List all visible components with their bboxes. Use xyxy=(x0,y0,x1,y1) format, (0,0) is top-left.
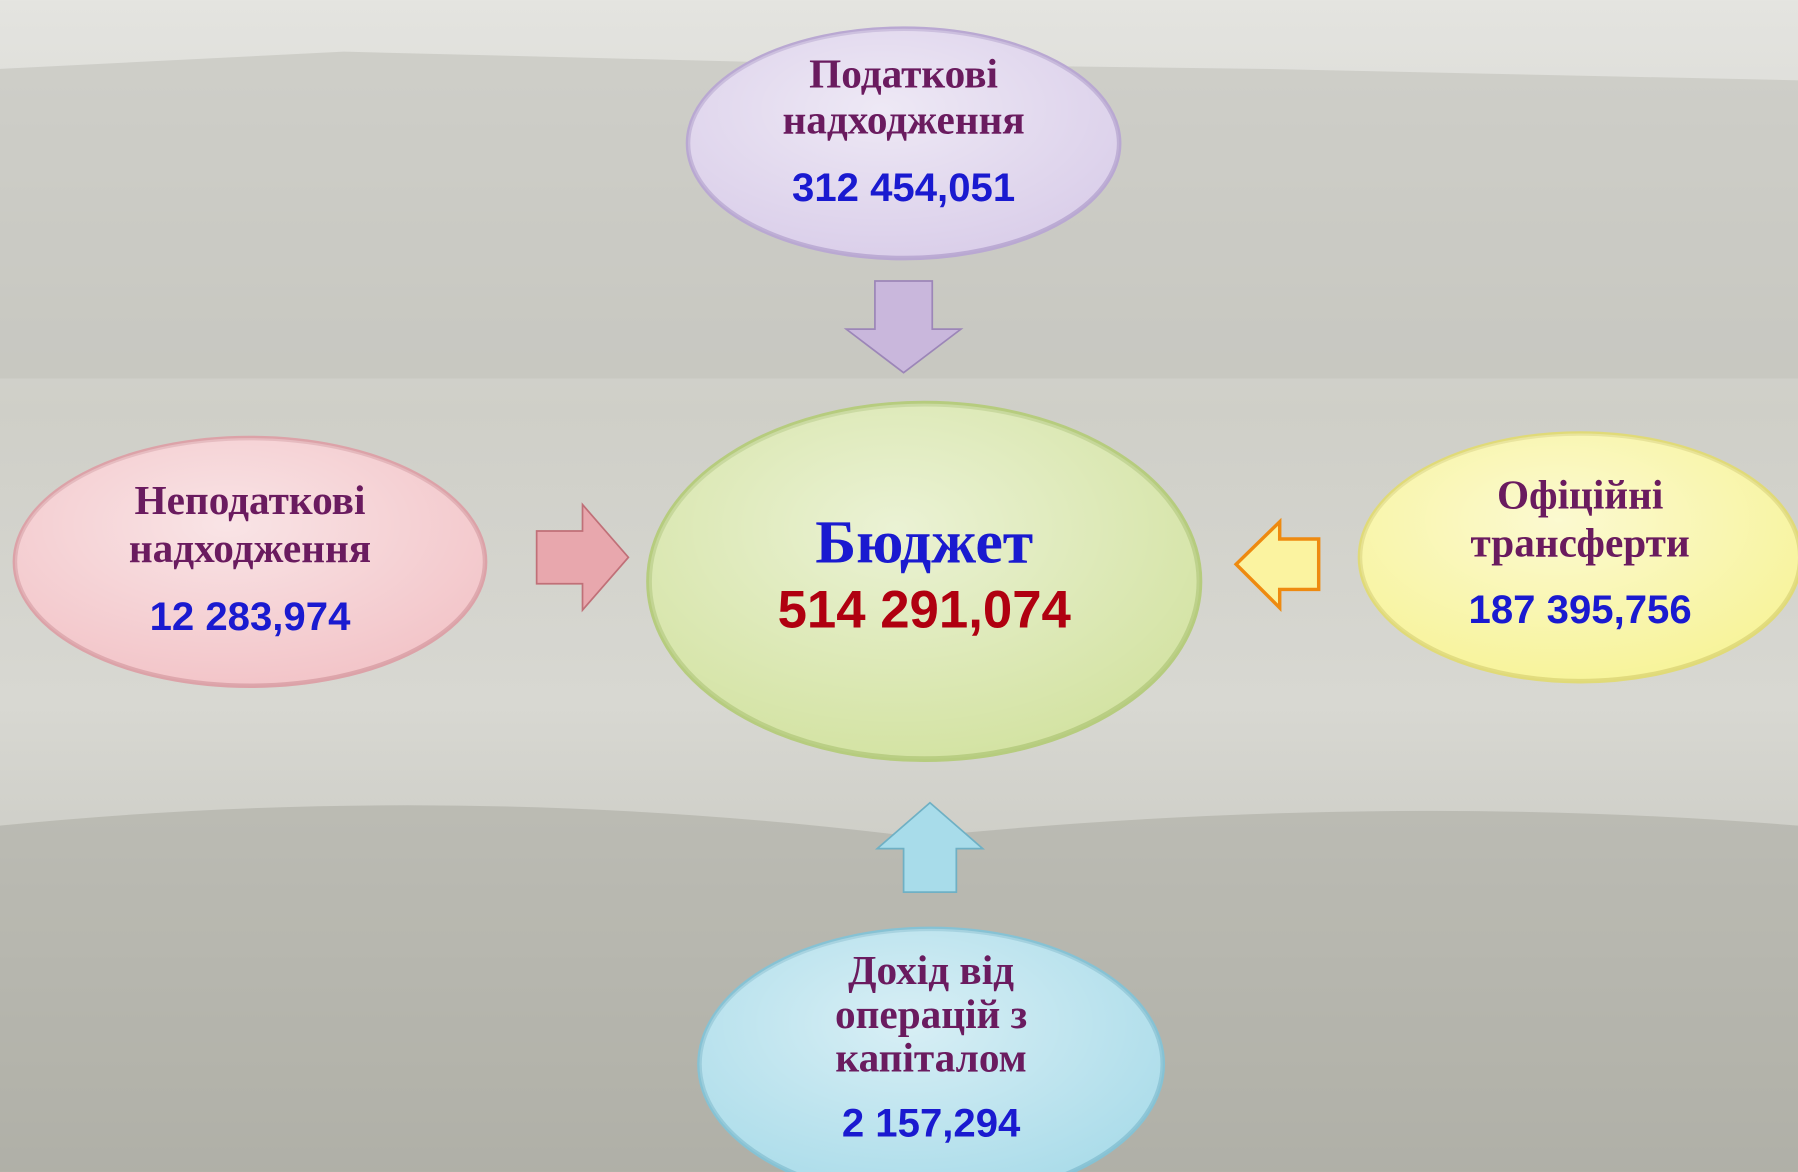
node-label: Дохід від xyxy=(848,947,1014,993)
node-shine xyxy=(14,438,486,686)
node-label: Офіційні xyxy=(1497,471,1663,517)
arrow-up xyxy=(874,801,986,894)
center-value: 514 291,074 xyxy=(778,580,1072,639)
arrow-right xyxy=(535,502,630,613)
node-shine xyxy=(699,928,1163,1172)
arrow-down xyxy=(843,280,964,374)
node-shine xyxy=(688,28,1120,259)
node-label: Податкові xyxy=(809,50,998,96)
node-label: Неподаткові xyxy=(135,477,366,523)
node-label: надходження xyxy=(782,96,1024,142)
node-label: операцій з xyxy=(835,991,1027,1037)
node-value: 2 157,294 xyxy=(842,1101,1021,1146)
center-title: Бюджет xyxy=(815,508,1033,576)
center-shine xyxy=(649,403,1200,760)
node-value: 187 395,756 xyxy=(1469,587,1692,632)
arrow-left xyxy=(1233,517,1321,612)
node-label: трансферти xyxy=(1471,519,1690,565)
node-value: 12 283,974 xyxy=(150,594,352,639)
node-value: 312 454,051 xyxy=(792,165,1015,210)
node-label: надходження xyxy=(129,525,371,571)
node-label: капіталом xyxy=(835,1034,1026,1080)
node-shine xyxy=(1360,433,1798,682)
